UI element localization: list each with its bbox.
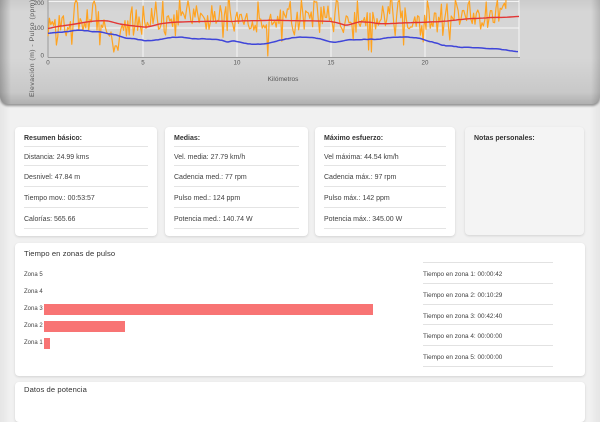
svg-text:200: 200	[34, 0, 45, 7]
svg-text:5: 5	[141, 60, 145, 67]
svg-text:Kilómetros: Kilómetros	[268, 76, 299, 83]
svg-text:20: 20	[422, 60, 429, 67]
svg-text:15: 15	[328, 60, 335, 67]
svg-text:0: 0	[41, 53, 45, 60]
svg-text:10: 10	[234, 60, 241, 67]
svg-text:0: 0	[46, 60, 50, 67]
svg-text:100: 100	[34, 25, 45, 32]
svg-text:Elevación (m) - Pulso (ppm) -: Elevación (m) - Pulso (ppm) - Cadencia (…	[29, 0, 36, 97]
